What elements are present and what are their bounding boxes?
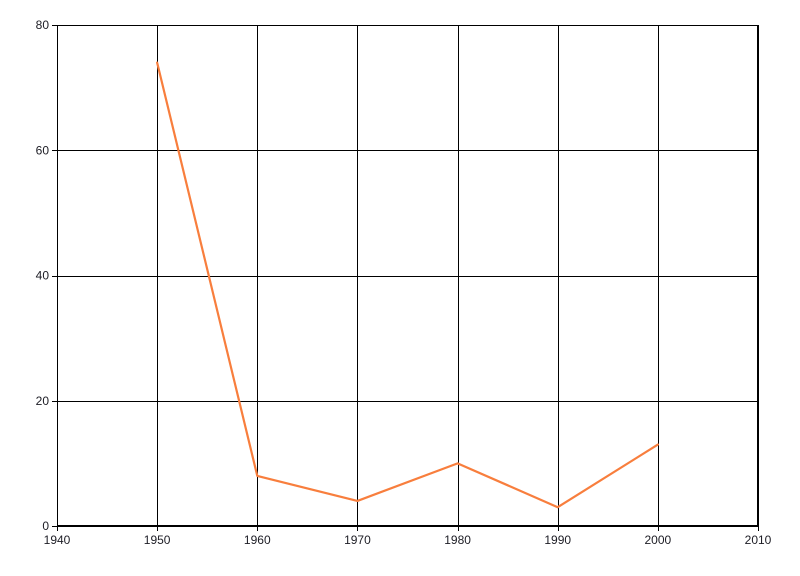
x-tick-label-1940: 1940 — [44, 533, 71, 547]
x-tick-label-2000: 2000 — [645, 533, 672, 547]
x-tick-label-1980: 1980 — [444, 533, 471, 547]
x-tick-label-1970: 1970 — [344, 533, 371, 547]
y-axis-tick-labels: 0 20 40 60 80 — [36, 18, 50, 533]
y-tick-label-0: 0 — [42, 519, 49, 533]
y-tick-label-40: 40 — [36, 269, 50, 283]
x-tick-label-2010: 2010 — [745, 533, 772, 547]
y-tick-label-80: 80 — [36, 18, 50, 32]
x-tick-label-1960: 1960 — [244, 533, 271, 547]
y-tick-label-60: 60 — [36, 143, 50, 157]
y-tick-label-20: 20 — [36, 394, 50, 408]
data-line-series — [156, 61, 659, 509]
plot-border — [57, 25, 758, 526]
x-tick-label-1990: 1990 — [544, 533, 571, 547]
x-axis-tick-labels: 1940 1950 1960 1970 1980 1990 2000 2010 — [44, 533, 772, 547]
x-tick-label-1950: 1950 — [144, 533, 171, 547]
